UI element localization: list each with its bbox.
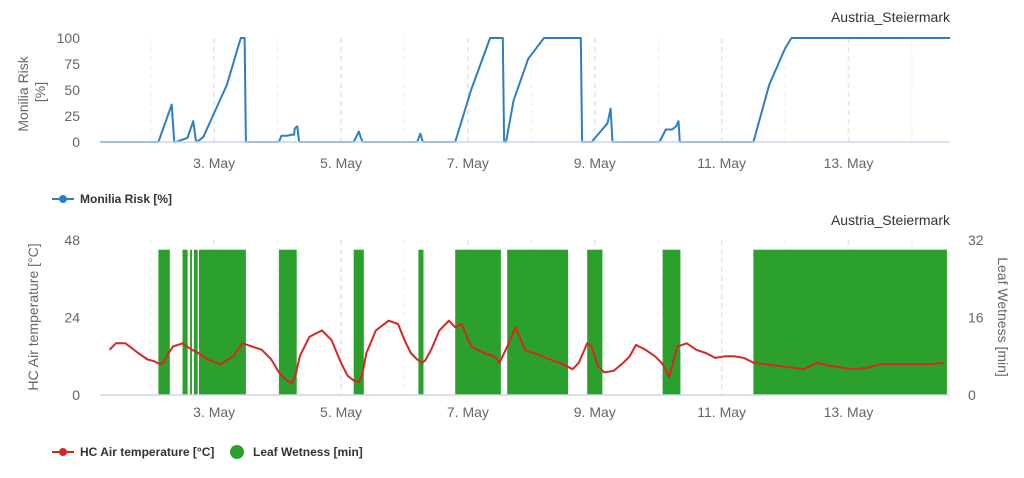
leaf-wetness-bar bbox=[353, 249, 364, 395]
temperature-leaf-wetness-chart: Austria_Steiermark 0 24 48 0 16 32 3. May 5. … bbox=[25, 212, 1011, 459]
leaf-wetness-bar bbox=[193, 249, 198, 395]
chart1-y-tick-label: 100 bbox=[57, 30, 81, 46]
monilia-risk-legend-dot bbox=[59, 195, 67, 203]
chart2-y2-ticks: 0 16 32 bbox=[968, 232, 984, 403]
chart2-x-tick-label: 9. May bbox=[574, 404, 616, 420]
legend-label-hc-air-temperature: HC Air temperature [°C] bbox=[80, 445, 214, 459]
chart1-legend: Monilia Risk [%] bbox=[52, 192, 172, 206]
chart1-y-tick-label: 50 bbox=[64, 82, 80, 98]
chart2-x-tick-label: 7. May bbox=[447, 404, 489, 420]
chart2-x-ticks: 3. May 5. May 7. May 9. May 11. May 13. May bbox=[193, 404, 873, 420]
chart1-x-tick-label: 7. May bbox=[447, 155, 489, 171]
legend-label-monilia-risk: Monilia Risk [%] bbox=[80, 192, 172, 206]
monilia-risk-line bbox=[100, 37, 950, 143]
leaf-wetness-bar bbox=[418, 249, 424, 395]
chart1-title: Austria_Steiermark bbox=[831, 9, 951, 25]
chart2-y-tick-label: 48 bbox=[64, 232, 80, 248]
legend-item-monilia-risk[interactable]: Monilia Risk [%] bbox=[52, 192, 172, 206]
leaf-wetness-bar bbox=[455, 249, 501, 395]
chart2-y-axis-title: HC Air temperature [°C] bbox=[25, 243, 41, 390]
chart1-y-tick-label: 25 bbox=[64, 108, 80, 124]
chart1-x-tick-label: 5. May bbox=[320, 155, 362, 171]
legend-item-leaf-wetness[interactable]: Leaf Wetness [min] bbox=[230, 445, 363, 459]
chart2-leaf-wetness-bars bbox=[158, 249, 947, 395]
leaf-wetness-bar bbox=[199, 249, 246, 395]
chart1-series bbox=[100, 37, 950, 143]
legend-label-leaf-wetness: Leaf Wetness [min] bbox=[253, 445, 363, 459]
chart1-y-axis-title-line1: Monilia Risk bbox=[15, 55, 31, 131]
hc-air-temperature-legend-dot bbox=[59, 448, 67, 456]
leaf-wetness-bar bbox=[662, 249, 681, 395]
chart1-x-tick-label: 11. May bbox=[697, 155, 746, 171]
chart1-y-axis-title-line2: [%] bbox=[32, 82, 48, 102]
leaf-wetness-bar bbox=[182, 249, 188, 395]
chart2-y-tick-label: 0 bbox=[72, 387, 80, 403]
chart1-y-axis-title: Monilia Risk [%] bbox=[15, 52, 48, 131]
chart2-y2-tick-label: 16 bbox=[968, 310, 984, 326]
leaf-wetness-legend-dot bbox=[230, 445, 244, 459]
chart2-y-tick-label: 24 bbox=[64, 310, 80, 326]
leaf-wetness-bar bbox=[587, 249, 603, 395]
chart2-y-ticks: 0 24 48 bbox=[64, 232, 80, 403]
chart2-y2-tick-label: 0 bbox=[968, 387, 976, 403]
chart1-y-tick-label: 0 bbox=[72, 134, 80, 150]
monilia-risk-chart: Austria_Steiermark 0 25 50 75 100 3. May 5. M… bbox=[15, 9, 951, 206]
hc-air-temperature-line bbox=[108, 319, 944, 385]
leaf-wetness-bar bbox=[190, 249, 192, 395]
chart2-x-tick-label: 13. May bbox=[824, 404, 874, 420]
leaf-wetness-bar bbox=[507, 249, 569, 395]
leaf-wetness-bar bbox=[753, 249, 947, 395]
legend-item-hc-air-temperature[interactable]: HC Air temperature [°C] bbox=[52, 445, 214, 459]
chart2-temperature-series bbox=[108, 319, 944, 385]
chart2-y2-axis-title: Leaf Wetness [min] bbox=[995, 257, 1011, 377]
leaf-wetness-bar bbox=[158, 249, 170, 395]
leaf-wetness-bar bbox=[278, 249, 297, 395]
chart2-legend: HC Air temperature [°C] Leaf Wetness [mi… bbox=[52, 445, 363, 459]
chart1-x-ticks: 3. May 5. May 7. May 9. May 11. May 13. May bbox=[193, 155, 873, 171]
chart1-y-ticks: 0 25 50 75 100 bbox=[57, 30, 81, 150]
chart2-x-tick-label: 11. May bbox=[697, 404, 746, 420]
chart2-title: Austria_Steiermark bbox=[831, 212, 951, 228]
chart1-x-tick-label: 3. May bbox=[193, 155, 235, 171]
chart2-y2-tick-label: 32 bbox=[968, 232, 984, 248]
chart2-x-tick-label: 5. May bbox=[320, 404, 362, 420]
chart1-x-tick-label: 13. May bbox=[824, 155, 874, 171]
chart1-y-tick-label: 75 bbox=[64, 56, 80, 72]
chart2-x-tick-label: 3. May bbox=[193, 404, 235, 420]
chart1-x-tick-label: 9. May bbox=[574, 155, 616, 171]
